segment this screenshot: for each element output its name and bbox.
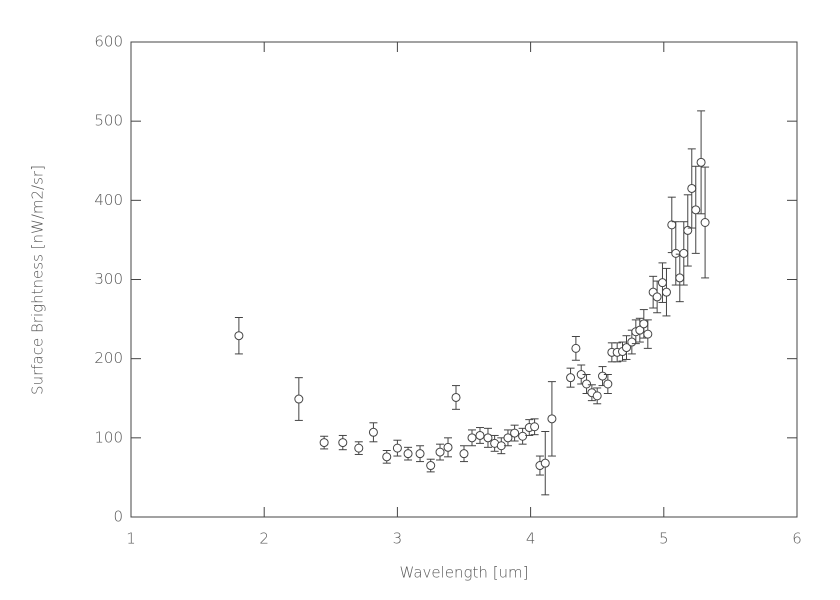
data-point [368,427,378,437]
data-point [338,438,348,448]
data-point [443,442,453,452]
y-tick-label: 200 [94,349,123,367]
data-point [566,373,576,383]
data-point [661,287,671,297]
data-point [657,278,667,288]
x-tick-label: 2 [259,530,269,548]
data-point [294,394,304,404]
y-axis-label: Surface Brightness [nW/m2/sr] [29,165,47,395]
data-point [696,157,706,167]
data-point [691,205,701,215]
x-axis-label: Wavelength [um] [399,564,528,582]
data-point [426,461,436,471]
x-tick-label: 5 [659,530,669,548]
x-tick-label: 1 [126,530,136,548]
data-point [603,379,613,389]
data-point [510,428,520,438]
data-point [643,329,653,339]
data-point [675,273,685,283]
y-tick-label: 500 [94,112,123,130]
data-point [467,433,477,443]
data-point [392,443,402,453]
data-point [451,392,461,402]
data-point [403,449,413,459]
data-point [639,319,649,329]
data-point [687,183,697,193]
data-point [627,337,637,347]
data-point [483,433,493,443]
data-point [459,449,469,459]
data-point [435,447,445,457]
data-point [382,452,392,462]
data-point [582,379,592,389]
data-point [354,443,364,453]
data-point [571,343,581,353]
data-point [415,449,425,459]
y-tick-label: 600 [94,33,123,51]
x-tick-label: 3 [393,530,403,548]
y-tick-label: 100 [94,428,123,446]
data-point [540,458,550,468]
data-point [530,422,540,432]
data-point [700,218,710,227]
data-point [622,343,632,353]
x-tick-label: 6 [792,530,802,548]
y-tick-label: 300 [94,270,123,288]
data-point [518,431,528,441]
y-tick-label: 400 [94,191,123,209]
x-tick-label: 4 [526,530,536,548]
data-point [319,438,329,448]
data-point [547,414,557,424]
data-point [234,331,244,341]
data-point [671,248,681,258]
data-point [592,391,602,401]
data-point [503,433,513,443]
data-point [598,371,608,381]
data-point [475,430,485,440]
data-point [652,292,662,302]
y-tick-label: 0 [113,508,123,526]
data-point [679,248,689,258]
